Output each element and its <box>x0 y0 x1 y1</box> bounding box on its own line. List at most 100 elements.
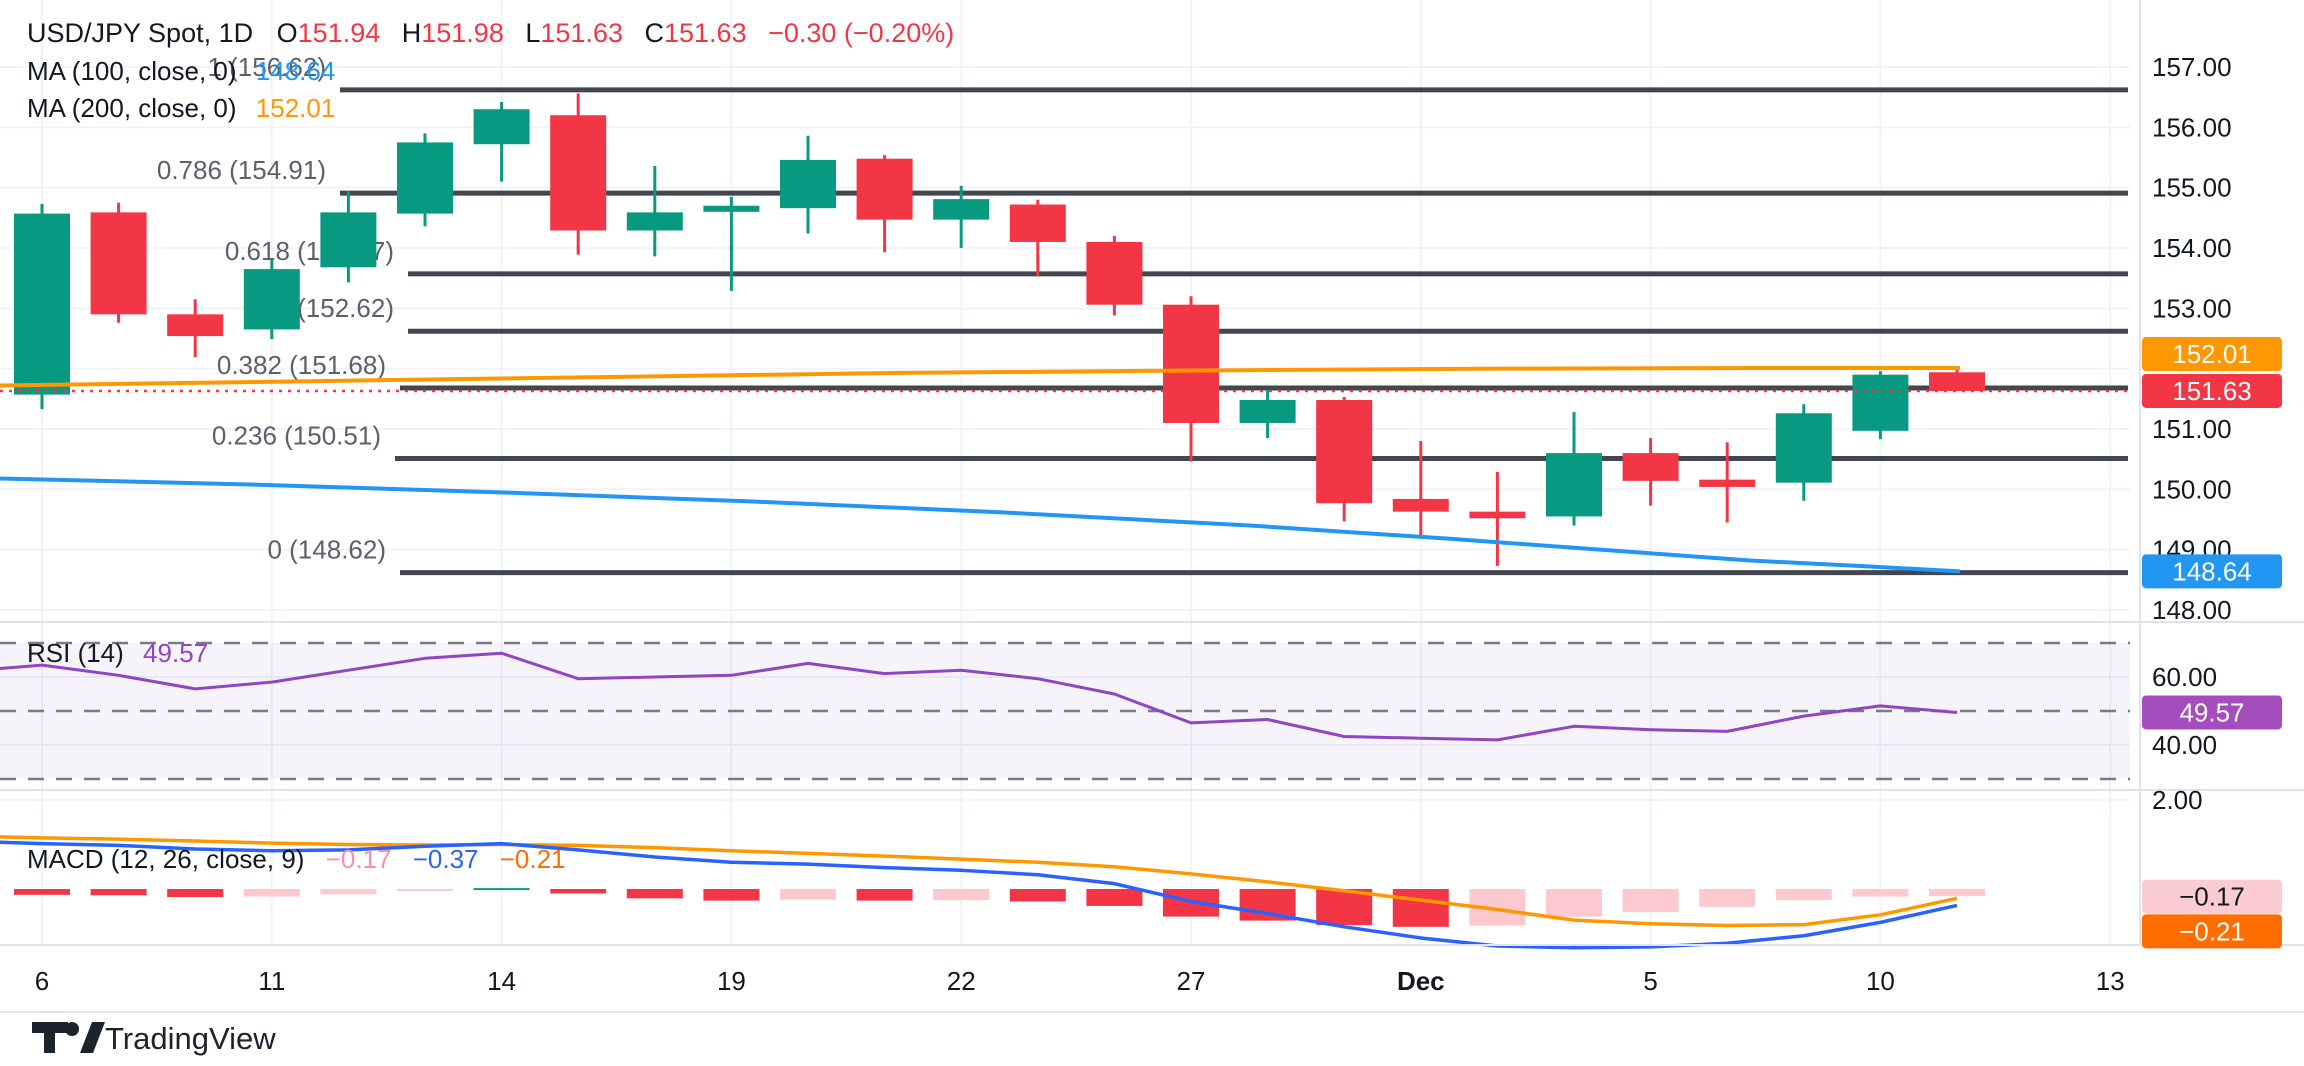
candle[interactable] <box>1316 400 1373 504</box>
candle[interactable] <box>14 213 70 395</box>
fib-label: 0.382 (151.68) <box>217 350 386 380</box>
candle[interactable] <box>626 212 683 231</box>
candle[interactable] <box>1852 374 1909 431</box>
axis-badge-label: −0.17 <box>2179 882 2245 912</box>
svg-text:RSI (14) 49.57: RSI (14) 49.57 <box>27 638 208 668</box>
axis-layer: 157.00 156.00 155.00 154.00 153.00 151.00 150.… <box>0 0 2304 1013</box>
ma200-legend[interactable]: MA (200, close, 0) 152.01 <box>27 93 335 123</box>
macd-pane[interactable] <box>0 790 2130 945</box>
candle[interactable] <box>1163 304 1219 423</box>
candles-layer <box>14 93 1985 566</box>
x-axis-label[interactable]: 13 <box>2096 966 2125 996</box>
svg-text:MA (100, close, 0) 148: MA (100, close, 0) 148.64 <box>27 56 335 86</box>
high-label: H <box>402 18 422 48</box>
symbol-title: USD/JPY Spot, 1D <box>27 18 253 48</box>
macd-histogram-bar <box>1546 889 1602 917</box>
macd-histogram-bar <box>167 889 224 898</box>
price-tick-label: 153.00 <box>2152 293 2232 323</box>
macd-histogram-bar <box>1392 889 1449 927</box>
rsi-tick-label: 60.00 <box>2152 662 2217 692</box>
candle[interactable] <box>243 269 300 330</box>
rsi-value: 49.57 <box>143 638 208 668</box>
rsi-layer <box>0 641 2130 781</box>
x-axis-label[interactable]: 27 <box>1177 966 1206 996</box>
price-tick-label: 151.00 <box>2152 414 2232 444</box>
rsi-label: RSI (14) <box>27 638 124 668</box>
symbol-legend[interactable]: USD/JPY Spot, 1D O151.94 H151.98 L151.63… <box>27 18 954 48</box>
svg-text:USD/JPY Spot, 1D O151.: USD/JPY Spot, 1D O151.94 H151.98 L151.63… <box>27 18 954 48</box>
axis-badge-label: 152.01 <box>2172 339 2252 369</box>
ma100-line <box>0 476 1961 574</box>
open-label: O <box>277 18 298 48</box>
candle[interactable] <box>1622 453 1679 481</box>
candle[interactable] <box>703 205 760 212</box>
fib-label: 0.786 (154.91) <box>157 155 326 185</box>
candle[interactable] <box>320 212 377 268</box>
candle[interactable] <box>397 142 453 214</box>
macd-histogram-bar <box>933 889 990 901</box>
x-axis-label[interactable]: 6 <box>35 966 49 996</box>
ma100-legend[interactable]: MA (100, close, 0) 148.64 <box>27 56 335 86</box>
rsi-legend[interactable]: RSI (14) 49.57 <box>27 638 208 668</box>
axis-badge <box>2142 373 2282 408</box>
macd-signal-value: −0.21 <box>500 844 566 874</box>
candle[interactable] <box>1699 479 1756 487</box>
candle[interactable] <box>1546 453 1602 517</box>
x-axis-label[interactable]: 10 <box>1866 966 1895 996</box>
x-axis-label[interactable]: 5 <box>1643 966 1657 996</box>
candle[interactable] <box>167 314 224 337</box>
candle[interactable] <box>1239 400 1296 423</box>
low-value: 151.63 <box>540 18 623 48</box>
x-axis-label[interactable]: 14 <box>487 966 516 996</box>
fib-label: 0.236 (150.51) <box>212 421 381 451</box>
tradingview-logo-text: TradingView <box>105 1021 276 1056</box>
rsi-tick-label: 40.00 <box>2152 730 2217 760</box>
macd-histogram-bar <box>1775 889 1832 901</box>
x-axis-label[interactable]: 11 <box>258 966 285 996</box>
x-axis-label[interactable]: 22 <box>947 966 976 996</box>
price-pane[interactable] <box>0 0 2130 622</box>
price-tick-label: 155.00 <box>2152 173 2232 203</box>
price-tick-label: 150.00 <box>2152 474 2232 504</box>
ma100-value: 148.64 <box>256 56 336 86</box>
ma200-line <box>0 366 1960 388</box>
price-tick-label: 154.00 <box>2152 233 2232 263</box>
candle[interactable] <box>856 158 913 220</box>
macd-histogram-bar <box>1086 889 1143 906</box>
candle[interactable] <box>90 212 147 315</box>
candle[interactable] <box>780 159 836 209</box>
candle[interactable] <box>1929 372 1985 391</box>
macd-histogram-bar <box>1316 889 1373 926</box>
macd-histogram-bar <box>856 889 913 901</box>
rsi-pane[interactable] <box>0 622 2130 790</box>
candle[interactable] <box>1009 204 1066 242</box>
candle[interactable] <box>473 109 530 145</box>
candle[interactable] <box>1775 413 1832 483</box>
open-value: 151.94 <box>298 18 381 48</box>
axis-badge <box>2142 914 2282 949</box>
axis-badge <box>2142 554 2282 589</box>
macd-legend[interactable]: MACD (12, 26, close, 9) −0.17 −0.37 −0.2… <box>27 844 566 874</box>
svg-text:MACD (12, 26, close, 9): MACD (12, 26, close, 9) −0.17 −0.37 −0.2… <box>27 844 566 874</box>
x-axis-label[interactable]: 19 <box>717 966 746 996</box>
macd-histogram-bar <box>473 888 530 891</box>
change-value: −0.30 (−0.20%) <box>768 18 954 48</box>
macd-histogram-bar <box>780 889 836 900</box>
candle[interactable] <box>1469 511 1526 519</box>
macd-histogram-bar <box>1009 889 1066 902</box>
candle[interactable] <box>1392 498 1449 512</box>
candle[interactable] <box>1086 241 1143 305</box>
high-value: 151.98 <box>421 18 504 48</box>
price-axis[interactable] <box>2140 0 2304 945</box>
svg-text:MA (200, close, 0) 152: MA (200, close, 0) 152.01 <box>27 93 335 123</box>
ma100-label: MA (100, close, 0) <box>27 56 237 86</box>
macd-histogram-bar <box>626 889 683 899</box>
x-axis-label[interactable]: Dec <box>1397 966 1445 996</box>
candle[interactable] <box>550 115 607 231</box>
macd-histogram-bar <box>1699 889 1756 907</box>
tradingview-logo[interactable]: TradingView <box>32 1021 276 1056</box>
candle[interactable] <box>933 199 990 220</box>
time-axis[interactable] <box>0 945 2304 1013</box>
axis-badge <box>2142 695 2282 730</box>
macd-signal-line <box>0 835 1958 928</box>
